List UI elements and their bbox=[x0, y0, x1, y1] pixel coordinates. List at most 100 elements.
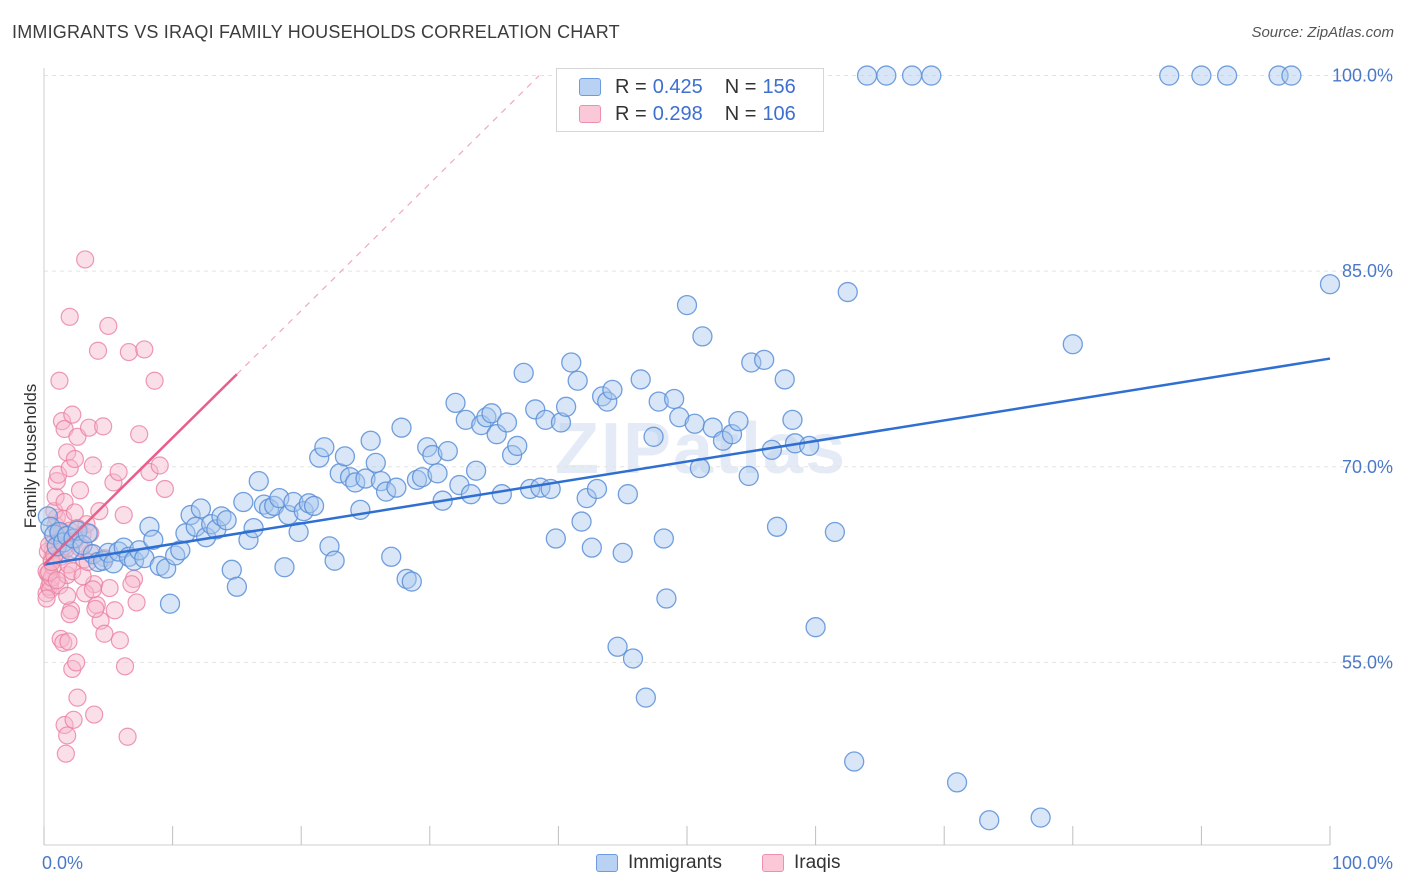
immigrants-point bbox=[303, 495, 325, 517]
immigrants-point bbox=[844, 751, 865, 772]
correlation-legend: R = 0.425 N = 156 R = 0.298 N = 106 bbox=[556, 68, 824, 132]
immigrants-n-value: 156 bbox=[762, 75, 796, 98]
iraqis-trend-extension bbox=[236, 75, 540, 375]
iraqis-points bbox=[37, 250, 174, 763]
immigrants-point bbox=[314, 437, 335, 458]
immigrants-point bbox=[555, 396, 577, 417]
iraqis-point bbox=[56, 744, 75, 763]
iraqis-point bbox=[65, 449, 84, 469]
iraqis-point bbox=[94, 417, 113, 436]
iraqis-point bbox=[114, 505, 133, 525]
immigrants-point bbox=[648, 391, 669, 412]
n-label: N = bbox=[724, 102, 757, 125]
iraqis-point bbox=[58, 586, 77, 606]
immigrants-point bbox=[345, 472, 366, 493]
immigrants-point bbox=[684, 413, 705, 434]
immigrants-point bbox=[535, 409, 556, 431]
y-tick-label: 100.0% bbox=[1332, 66, 1393, 86]
iraqis-point bbox=[85, 705, 104, 724]
iraqis-point bbox=[55, 715, 74, 735]
iraqis-trend-line bbox=[43, 373, 238, 566]
immigrants-point bbox=[901, 65, 923, 86]
immigrants-point bbox=[465, 460, 487, 481]
immigrants-point bbox=[221, 559, 242, 580]
immigrants-points bbox=[37, 65, 1341, 831]
immigrants-point bbox=[597, 391, 618, 412]
immigrants-point bbox=[979, 810, 1000, 831]
x-tick-label: 100.0% bbox=[1332, 853, 1393, 873]
y-tick-label: 70.0% bbox=[1342, 457, 1393, 477]
immigrants-point bbox=[946, 772, 968, 793]
immigrants-point bbox=[602, 379, 623, 401]
immigrants-point bbox=[243, 517, 264, 539]
immigrants-point bbox=[216, 510, 237, 531]
immigrants-point bbox=[309, 447, 330, 468]
iraqis-point bbox=[37, 589, 56, 608]
iraqis-point bbox=[88, 341, 108, 360]
iraqis-point bbox=[50, 371, 69, 390]
immigrants-point bbox=[692, 326, 713, 347]
immigrants-point bbox=[370, 470, 392, 492]
iraqis-r-value: 0.298 bbox=[652, 102, 703, 125]
iraqis-point bbox=[115, 657, 135, 676]
immigrants-point bbox=[437, 441, 458, 462]
immigrants-point bbox=[567, 370, 588, 391]
immigrants-point bbox=[856, 65, 878, 86]
immigrants-point bbox=[411, 467, 433, 488]
immigrants-point bbox=[741, 352, 762, 373]
y-axis-label: Family Households bbox=[21, 384, 40, 529]
immigrants-point bbox=[550, 412, 572, 433]
immigrants-point bbox=[921, 65, 942, 86]
iraqis-point bbox=[86, 599, 105, 619]
y-tick-label: 55.0% bbox=[1342, 652, 1393, 672]
immigrants-point bbox=[774, 369, 795, 390]
r-label: R = bbox=[615, 102, 647, 125]
iraqis-point bbox=[118, 727, 137, 746]
iraqis-point bbox=[110, 631, 129, 650]
r-label: R = bbox=[615, 75, 647, 98]
iraqis-point bbox=[68, 688, 87, 707]
immigrants-point bbox=[324, 550, 345, 571]
immigrants-point bbox=[248, 470, 269, 492]
iraqis-point bbox=[150, 456, 169, 475]
immigrants-point bbox=[185, 516, 206, 537]
immigrants-point bbox=[1216, 65, 1238, 86]
iraqis-point bbox=[70, 481, 90, 500]
immigrants-point bbox=[77, 523, 98, 544]
iraqis-point bbox=[46, 487, 65, 506]
immigrants-trend-line bbox=[43, 357, 1331, 566]
iraqis-point bbox=[95, 624, 114, 643]
immigrants-point bbox=[617, 484, 638, 505]
immigrants-point bbox=[427, 463, 448, 484]
iraqis-point bbox=[60, 605, 79, 624]
immigrants-point bbox=[496, 412, 518, 433]
immigrants-point bbox=[653, 528, 675, 549]
bottom-legend-iraqis: Iraqis bbox=[762, 852, 840, 874]
immigrants-point bbox=[1281, 65, 1302, 86]
iraqis-point bbox=[83, 580, 102, 599]
immigrants-point bbox=[513, 362, 534, 384]
immigrants-legend-label: Immigrants bbox=[628, 852, 722, 873]
iraqis-point bbox=[64, 710, 83, 729]
immigrants-point bbox=[455, 409, 476, 431]
iraqis-point bbox=[155, 479, 174, 499]
bottom-legend-immigrants: Immigrants bbox=[596, 852, 722, 874]
immigrants-point bbox=[571, 511, 592, 532]
immigrants-point bbox=[445, 392, 466, 414]
iraqis-point bbox=[104, 473, 123, 492]
iraqis-point bbox=[76, 250, 95, 269]
immigrants-point bbox=[805, 617, 826, 638]
immigrants-point bbox=[334, 446, 356, 467]
immigrants-point bbox=[561, 352, 582, 373]
immigrants-point bbox=[143, 529, 164, 550]
iraqis-point bbox=[63, 562, 82, 581]
immigrants-point bbox=[643, 426, 664, 447]
immigrants-r-value: 0.425 bbox=[652, 75, 703, 98]
immigrants-point bbox=[1159, 65, 1180, 86]
iraqis-point bbox=[59, 632, 78, 651]
grid-lines bbox=[44, 75, 1392, 663]
immigrants-point bbox=[365, 452, 386, 474]
immigrants-point bbox=[190, 498, 212, 519]
iraqis-point bbox=[105, 601, 124, 620]
immigrants-point bbox=[507, 435, 528, 457]
